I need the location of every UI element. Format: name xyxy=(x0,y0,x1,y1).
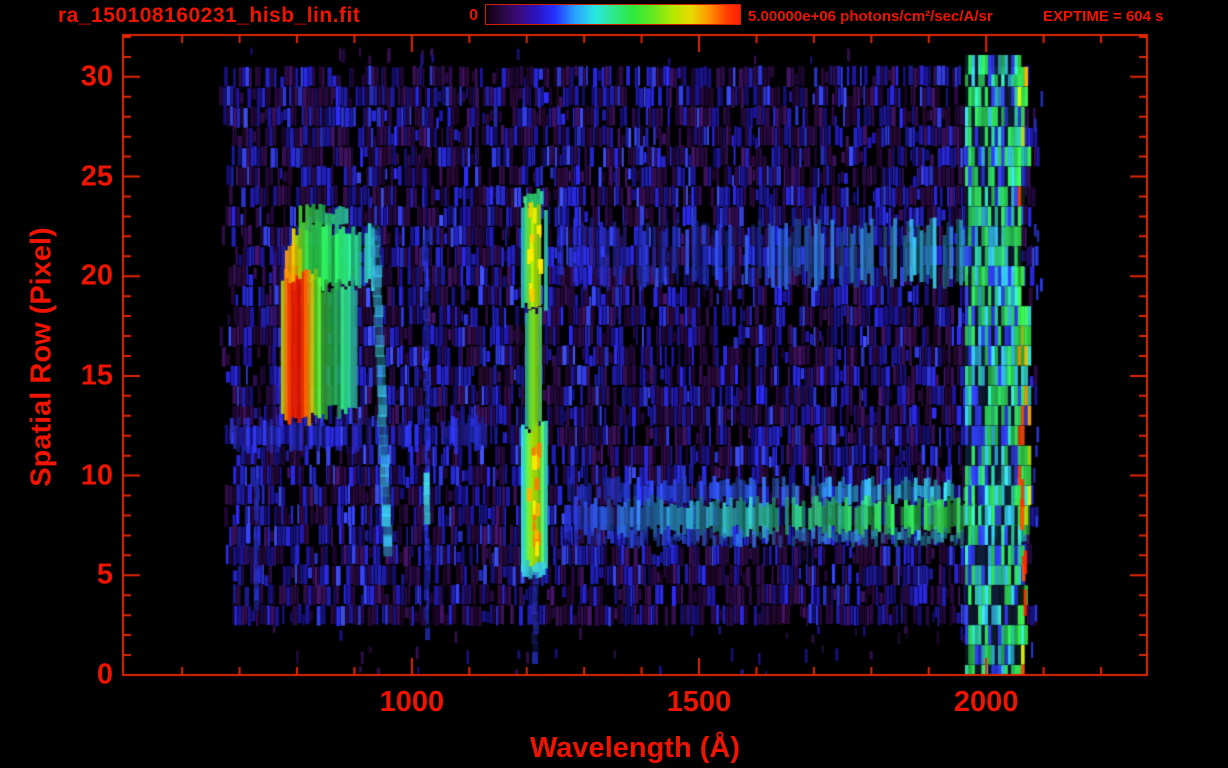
y-axis-title: Spatial Row (Pixel) xyxy=(25,227,58,487)
colorbar-max-label: 5.00000e+06 photons/cm²/sec/A/sr xyxy=(748,8,993,25)
file-title: ra_150108160231_hisb_lin.fit xyxy=(58,4,361,27)
colorbar-gradient xyxy=(485,4,741,25)
x-tick-label: 2000 xyxy=(953,686,1019,718)
y-tick-label: 25 xyxy=(80,160,113,193)
y-tick-label: 10 xyxy=(80,459,113,492)
y-tick-label: 30 xyxy=(80,60,113,93)
colorbar-min-label: 0 xyxy=(469,7,478,24)
y-tick-label: 20 xyxy=(80,259,113,292)
x-tick-label: 1000 xyxy=(379,686,445,718)
y-tick-label: 15 xyxy=(80,359,113,392)
x-tick-label: 1500 xyxy=(666,686,732,718)
exptime-label: EXPTIME = 604 s xyxy=(1043,8,1164,25)
y-tick-label: 0 xyxy=(96,658,113,691)
x-axis-title: Wavelength (Å) xyxy=(530,732,740,764)
y-tick-label: 5 xyxy=(96,558,113,591)
